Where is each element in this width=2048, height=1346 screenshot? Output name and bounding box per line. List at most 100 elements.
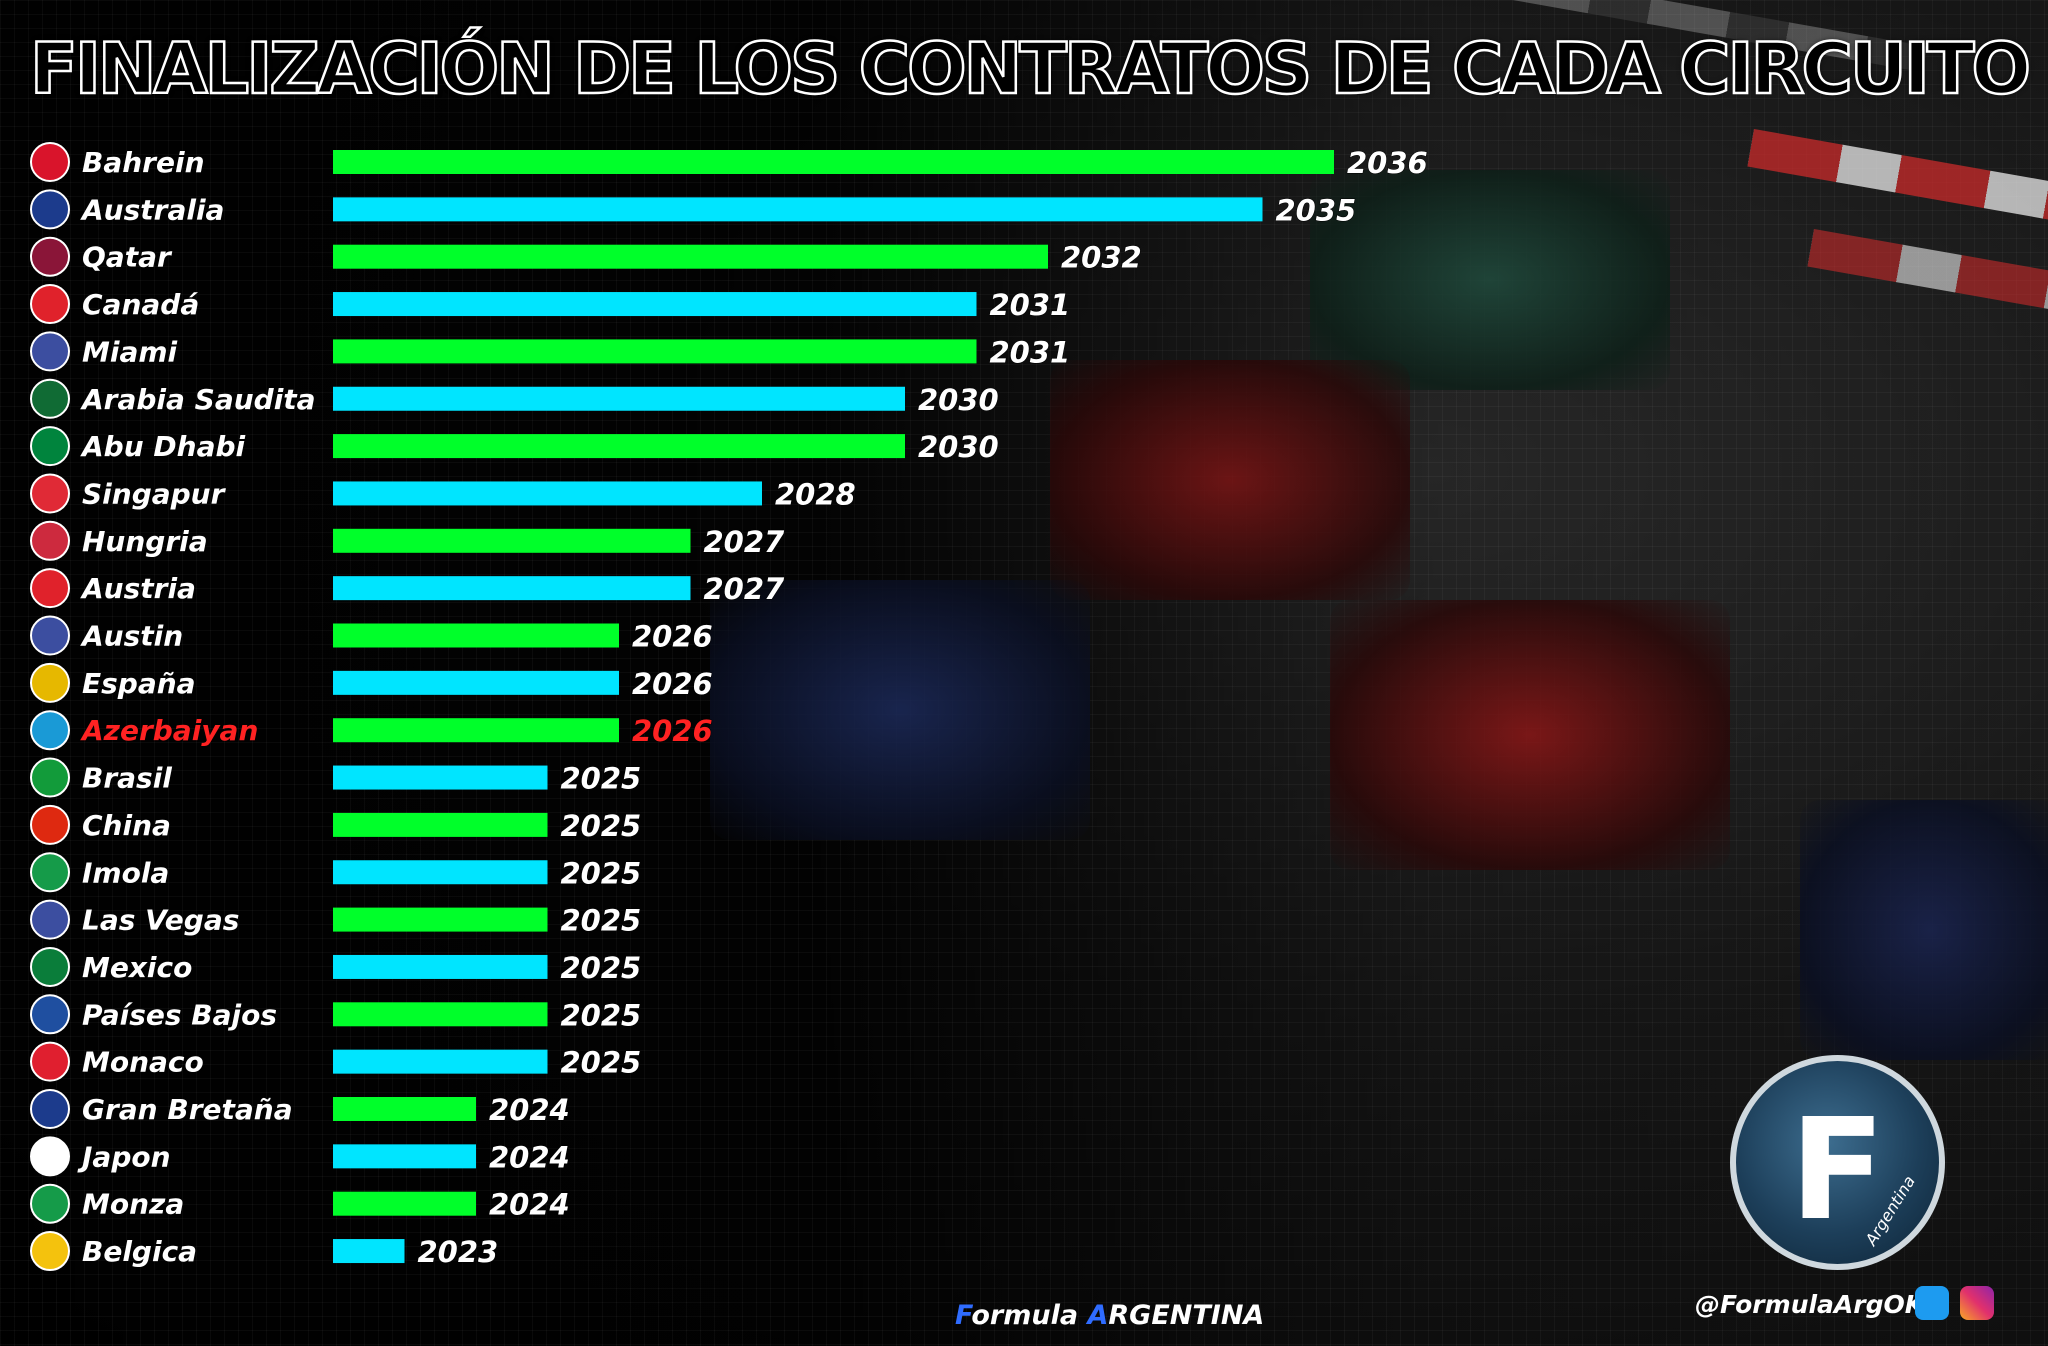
value-label: 2026 [632, 714, 713, 748]
bar [333, 670, 619, 695]
footer-brand-accent: A [1087, 1300, 1109, 1331]
austria-flag-icon [30, 568, 70, 609]
usa-flag-icon [30, 899, 70, 940]
category-label: Austin [80, 620, 183, 653]
bar [333, 150, 1334, 174]
category-label: Abu Dhabi [80, 430, 246, 463]
category-label: Belgica [82, 1235, 197, 1268]
value-label: 2027 [704, 572, 786, 606]
bar [333, 1191, 476, 1216]
footer-brand: Formula ARGENTINA [955, 1300, 1264, 1331]
category-label: China [82, 809, 171, 842]
value-label: 2025 [561, 904, 642, 938]
value-label: 2028 [775, 477, 856, 511]
bar [333, 1097, 476, 1121]
singapore-flag-icon [30, 473, 70, 514]
usa-flag-icon [30, 331, 70, 372]
footer-brand-text: ormula [971, 1300, 1088, 1331]
bar [333, 765, 548, 790]
value-label: 2026 [632, 620, 713, 654]
bar [333, 623, 619, 648]
japan-flag-icon [30, 1136, 70, 1177]
bar [333, 244, 1048, 269]
bar [333, 292, 977, 317]
value-label: 2031 [990, 288, 1071, 322]
bar [333, 339, 977, 364]
hungary-flag-icon [30, 520, 70, 561]
logo-letter: F [1789, 1089, 1886, 1252]
value-label: 2026 [632, 667, 713, 701]
category-label: Monaco [82, 1046, 204, 1079]
spain-flag-icon [30, 662, 70, 703]
italy-flag-icon [30, 1183, 70, 1224]
category-label: Japon [77, 1140, 171, 1173]
saudi-arabia-flag-icon [30, 378, 70, 419]
social-handle[interactable]: @FormulaArgOK [1695, 1290, 1925, 1319]
value-label: 2025 [561, 1046, 642, 1080]
category-label: España [82, 667, 196, 700]
australia-flag-icon [30, 189, 70, 230]
bar [333, 907, 548, 932]
qatar-flag-icon [30, 236, 70, 277]
category-label: Gran Bretaña [82, 1093, 293, 1126]
bar [333, 860, 548, 885]
value-label: 2035 [1276, 193, 1357, 227]
usa-flag-icon [30, 615, 70, 656]
background-car [1050, 360, 1410, 600]
uk-flag-icon [30, 1089, 70, 1129]
twitter-icon[interactable] [1915, 1286, 1949, 1320]
bar [333, 481, 762, 506]
uae-flag-icon [30, 426, 70, 467]
bar [333, 528, 691, 553]
value-label: 2030 [918, 383, 999, 417]
background-car [1310, 170, 1670, 390]
category-label: Bahrein [82, 146, 205, 179]
italy-flag-icon [30, 852, 70, 893]
category-label: Arabia Saudita [80, 383, 316, 416]
category-label: Canadá [82, 288, 199, 321]
formula-argentina-logo: F Argentina [1730, 1055, 1945, 1270]
value-label: 2025 [561, 762, 642, 796]
bar [333, 197, 1263, 222]
category-label: Hungria [82, 525, 208, 558]
value-label: 2025 [561, 951, 642, 985]
bar [333, 1049, 548, 1074]
bar [333, 576, 691, 601]
bar [333, 1239, 405, 1264]
bahrain-flag-icon [30, 142, 70, 182]
bar [333, 718, 619, 743]
belgium-flag-icon [30, 1231, 70, 1272]
bar [333, 1002, 548, 1027]
category-label: Imola [82, 856, 169, 889]
netherlands-flag-icon [30, 994, 70, 1035]
mexico-flag-icon [30, 946, 70, 987]
monaco-flag-icon [30, 1041, 70, 1082]
azerbaijan-flag-icon [30, 710, 70, 751]
category-label: Monza [82, 1188, 184, 1221]
bar [333, 954, 548, 979]
value-label: 2024 [489, 1093, 570, 1127]
value-label: 2025 [561, 856, 642, 890]
category-label: Brasil [82, 762, 172, 795]
china-flag-icon [30, 804, 70, 845]
category-label: Mexico [82, 951, 192, 984]
value-label: 2025 [561, 809, 642, 843]
value-label: 2023 [418, 1235, 499, 1269]
bar [333, 386, 905, 411]
value-label: 2027 [704, 525, 786, 559]
instagram-icon[interactable] [1960, 1286, 1994, 1320]
category-label: Miami [82, 335, 178, 368]
background-car [1330, 600, 1730, 870]
footer-brand-text2: RGENTINA [1108, 1300, 1265, 1331]
value-label: 2036 [1347, 146, 1428, 180]
category-label: Países Bajos [82, 998, 277, 1031]
category-label: Australia [80, 193, 224, 226]
brazil-flag-icon [30, 757, 70, 798]
value-label: 2031 [990, 335, 1071, 369]
value-label: 2032 [1061, 241, 1142, 275]
category-label: Azerbaiyan [80, 714, 258, 747]
background-car [1800, 800, 2048, 1060]
category-label: Austria [80, 572, 196, 605]
